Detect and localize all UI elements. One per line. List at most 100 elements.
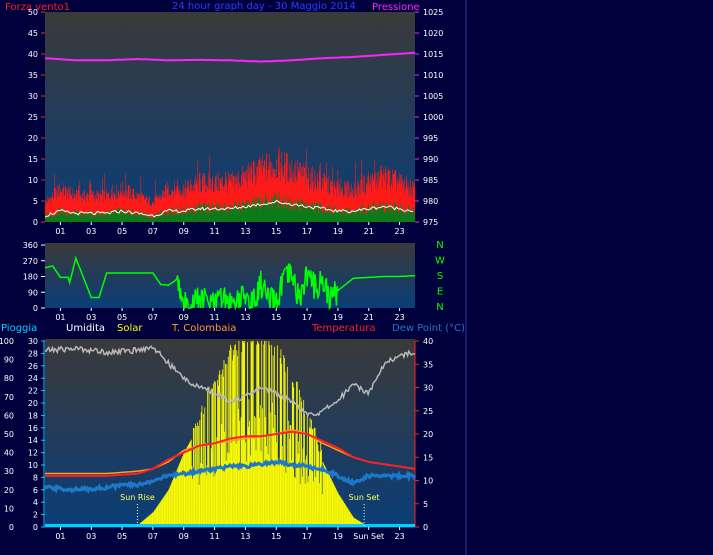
wind-avg-fill xyxy=(256,207,257,222)
wind-avg-fill xyxy=(237,207,239,222)
wind-axis-label: 45 xyxy=(28,29,38,38)
wind-avg-fill xyxy=(61,214,63,222)
wind-avg-fill xyxy=(197,206,198,222)
hour-axis-mid-label: 23 xyxy=(394,313,404,322)
solar-bar xyxy=(323,463,325,527)
wind-avg-fill xyxy=(258,200,260,222)
wind-gust-bar xyxy=(367,176,368,222)
wind-avg-fill xyxy=(354,215,355,222)
wind-avg-fill xyxy=(274,194,276,222)
wind-gust-bar xyxy=(273,171,275,222)
wind-gust-bar xyxy=(336,181,338,222)
solar-bar xyxy=(244,442,246,527)
solar-bar xyxy=(282,463,284,527)
wind-avg-fill xyxy=(333,214,335,222)
wind-avg-fill xyxy=(139,215,140,222)
solar-bar xyxy=(158,503,160,527)
wind-avg-fill xyxy=(359,209,360,222)
wind-avg-fill xyxy=(105,215,106,222)
wind-avg-fill xyxy=(317,202,318,222)
solar-bar xyxy=(327,472,329,527)
wind-avg-fill xyxy=(368,205,369,222)
wind-avg-fill xyxy=(70,212,72,222)
solar-bar xyxy=(316,438,318,527)
wind-gust-bar xyxy=(404,178,405,222)
solar-bar xyxy=(239,420,241,527)
wind-gust-bar xyxy=(194,180,195,222)
wind-avg-fill xyxy=(339,210,340,222)
wind-avg-fill xyxy=(396,211,398,222)
solar-bar xyxy=(216,437,218,527)
wind-avg-fill xyxy=(292,205,293,222)
wind-avg-fill xyxy=(83,213,84,222)
wind-avg-fill xyxy=(143,212,145,222)
wind-gust-bar xyxy=(241,177,243,222)
wind-gust-bar xyxy=(403,182,404,222)
wind-avg-fill xyxy=(409,208,411,222)
wind-gust-bar xyxy=(382,187,383,222)
wind-avg-fill xyxy=(86,213,88,222)
wind-gust-bar xyxy=(107,192,108,222)
wind-gust-bar xyxy=(193,185,194,222)
wind-avg-fill xyxy=(371,204,372,222)
solar-bar xyxy=(240,417,242,527)
wind-avg-fill xyxy=(397,203,399,222)
wind-gust-bar xyxy=(97,190,99,222)
solar-bar xyxy=(332,482,334,527)
wind-avg-fill xyxy=(285,204,286,222)
solar-bar xyxy=(164,495,166,527)
wind-avg-fill xyxy=(56,210,57,222)
wind-gust-bar xyxy=(54,187,55,222)
wind-avg-fill xyxy=(97,215,98,222)
wind-avg-fill xyxy=(206,204,208,222)
wind-avg-fill xyxy=(84,214,85,222)
wind-gust-bar xyxy=(324,177,326,222)
solar-bar xyxy=(155,508,157,527)
wind-gust-bar xyxy=(187,186,188,222)
wind-avg-fill xyxy=(378,209,379,222)
wind-avg-fill xyxy=(262,206,264,222)
wind-gust-bar xyxy=(328,192,329,222)
wind-avg-fill xyxy=(57,215,58,222)
solar-bar xyxy=(323,464,325,527)
wind-gust-bar xyxy=(210,178,212,222)
wind-avg-fill xyxy=(219,211,220,222)
wind-avg-fill xyxy=(315,213,317,222)
wind-gust-bar xyxy=(289,163,291,222)
wind-gust-bar xyxy=(221,177,223,222)
wind-gust-bar xyxy=(291,177,292,222)
wind-gust-bar xyxy=(165,185,167,222)
wind-gust-bar xyxy=(406,179,407,222)
wind-avg-fill xyxy=(378,206,380,222)
wind-avg-fill xyxy=(189,210,190,222)
wind-avg-fill xyxy=(94,213,96,222)
solar-bar xyxy=(143,519,145,527)
chart-marks: 0510152025303540455097598098599099510001… xyxy=(0,8,445,541)
solar-bar xyxy=(232,360,233,527)
wind-gust-bar xyxy=(125,173,126,222)
wind-gust-bar xyxy=(109,199,111,222)
wind-avg-fill xyxy=(312,209,314,222)
wind-gust-bar xyxy=(165,184,166,222)
wind-avg-fill xyxy=(298,200,299,222)
solar-bar xyxy=(149,514,151,527)
wind-gust-bar xyxy=(178,187,179,222)
wind-gust-bar xyxy=(308,167,309,222)
solar-bar xyxy=(304,483,306,527)
wind-avg-fill xyxy=(130,209,131,222)
solar-bar xyxy=(353,517,355,527)
solar-bar xyxy=(343,501,344,527)
wind-gust-bar xyxy=(108,191,109,222)
wind-gust-bar xyxy=(169,195,171,222)
wind-avg-fill xyxy=(343,215,344,222)
wind-gust-bar xyxy=(318,181,319,222)
wind-avg-fill xyxy=(349,214,351,222)
wind-avg-fill xyxy=(338,210,339,222)
solar-bar xyxy=(358,520,360,527)
solar-bar xyxy=(228,453,230,527)
wind-gust-bar xyxy=(282,165,284,222)
wind-gust-bar xyxy=(255,176,257,222)
wind-gust-bar xyxy=(128,185,130,222)
wind-gust-bar xyxy=(294,164,295,222)
wind-gust-bar xyxy=(114,192,115,222)
